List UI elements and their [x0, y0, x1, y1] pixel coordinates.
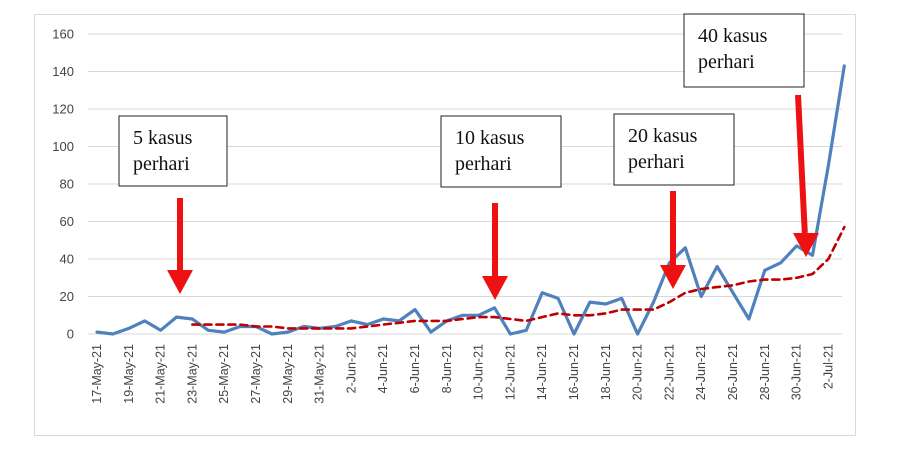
y-tick-label: 0 — [67, 327, 74, 342]
x-tick-label: 16-Jun-21 — [567, 344, 581, 400]
y-tick-label: 60 — [60, 214, 74, 229]
x-tick-label: 18-Jun-21 — [599, 344, 613, 400]
y-tick-label: 80 — [60, 177, 74, 192]
y-tick-label: 140 — [52, 64, 74, 79]
x-tick-label: 19-May-21 — [122, 344, 136, 404]
down-arrow-icon — [660, 265, 686, 289]
callout-text: 5 kasus — [133, 127, 193, 149]
callout-3: 20 kasus perhari — [613, 113, 735, 289]
callout-text: perhari — [455, 153, 512, 175]
down-arrow-icon — [482, 276, 508, 300]
callout-text: perhari — [133, 153, 190, 175]
x-tick-label: 10-Jun-21 — [472, 344, 486, 400]
x-tick-label: 26-Jun-21 — [726, 344, 740, 400]
x-tick-label: 23-May-21 — [185, 344, 199, 404]
x-tick-label: 2-Jun-21 — [344, 344, 358, 393]
annotations: 5 kasus perhari 10 kasus perhari 20 kasus per… — [118, 13, 819, 300]
x-tick-label: 21-May-21 — [154, 344, 168, 404]
callout-text: perhari — [628, 151, 685, 173]
x-tick-label: 4-Jun-21 — [376, 344, 390, 393]
x-tick-label: 14-Jun-21 — [535, 344, 549, 400]
x-tick-label: 12-Jun-21 — [503, 344, 517, 400]
y-axis-tick-labels: 0 20 40 60 80 100 120 140 160 — [52, 27, 74, 342]
callout-2: 10 kasus perhari — [440, 115, 562, 300]
arrow-shaft — [795, 94, 808, 234]
x-axis-tick-labels: 17-May-21 19-May-21 21-May-21 23-May-21 25-M… — [90, 344, 835, 404]
callout-box — [118, 115, 228, 187]
daily-cases-line — [95, 64, 846, 336]
caption-cropped-text — [0, 440, 906, 455]
line-chart: 0 20 40 60 80 100 120 140 160 17-May-21 19-May-21… — [52, 13, 846, 404]
callout-1: 5 kasus perhari — [118, 115, 228, 294]
x-tick-label: 17-May-21 — [90, 344, 104, 404]
callout-box — [613, 113, 735, 186]
x-tick-label: 6-Jun-21 — [408, 344, 422, 393]
x-tick-label: 2-Jul-21 — [821, 344, 835, 389]
callout-4: 40 kasus perhari — [683, 13, 819, 257]
callout-text: perhari — [698, 51, 755, 73]
x-tick-label: 29-May-21 — [281, 344, 295, 404]
y-tick-label: 100 — [52, 139, 74, 154]
callout-box — [440, 115, 562, 188]
x-tick-label: 22-Jun-21 — [662, 344, 676, 400]
y-tick-label: 160 — [52, 27, 74, 42]
down-arrow-icon — [167, 270, 193, 294]
callout-text: 10 kasus — [455, 127, 525, 149]
x-tick-label: 30-Jun-21 — [790, 344, 804, 400]
callout-text: 20 kasus — [628, 125, 698, 147]
moving-average-dashed-line — [191, 225, 846, 330]
callout-text: 40 kasus — [698, 25, 768, 47]
y-tick-label: 120 — [52, 102, 74, 117]
x-tick-label: 24-Jun-21 — [694, 344, 708, 400]
x-tick-label: 25-May-21 — [217, 344, 231, 404]
y-tick-label: 40 — [60, 252, 74, 267]
x-tick-label: 8-Jun-21 — [440, 344, 454, 393]
x-tick-label: 27-May-21 — [249, 344, 263, 404]
series-lines — [95, 64, 846, 336]
callout-box — [683, 13, 805, 88]
x-tick-label: 28-Jun-21 — [758, 344, 772, 400]
x-tick-label: 31-May-21 — [313, 344, 327, 404]
y-tick-label: 20 — [60, 289, 74, 304]
x-tick-label: 20-Jun-21 — [631, 344, 645, 400]
down-arrow-icon — [793, 233, 819, 257]
